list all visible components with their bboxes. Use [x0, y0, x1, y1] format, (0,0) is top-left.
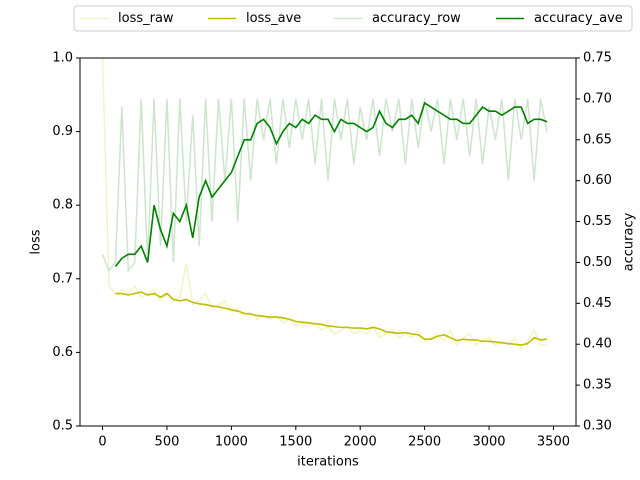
x-tick-label: 0: [98, 435, 106, 450]
x-tick-label: 1000: [215, 435, 248, 450]
y2-tick-label: 0.70: [583, 91, 612, 106]
y2-tick-label: 0.30: [583, 419, 612, 434]
x-tick-label: 2500: [408, 435, 441, 450]
y-tick-label: 0.9: [52, 124, 73, 139]
y2-tick-label: 0.40: [583, 337, 612, 352]
y-tick-label: 1.0: [52, 51, 73, 66]
y2-tick-label: 0.55: [583, 214, 612, 229]
y2-tick-label: 0.45: [583, 296, 612, 311]
x-tick-label: 3000: [472, 435, 505, 450]
series-line: [115, 291, 548, 346]
y-tick-label: 0.8: [52, 198, 73, 213]
y2-tick-label: 0.65: [583, 132, 612, 147]
legend-label: loss_ave: [246, 11, 301, 26]
y-tick-label: 0.7: [52, 271, 73, 286]
y-axis-label: loss: [29, 229, 44, 254]
legend-label: loss_raw: [118, 11, 174, 26]
y2-tick-label: 0.75: [583, 51, 612, 66]
series-line: [114, 101, 548, 268]
y-tick-label: 0.5: [52, 419, 73, 434]
legend-label: accuracy_ave: [534, 11, 623, 26]
y2-tick-label: 0.60: [583, 173, 612, 188]
x-tick-label: 2000: [344, 435, 377, 450]
x-tick-label: 1500: [279, 435, 312, 450]
y-tick-label: 0.6: [52, 345, 73, 360]
y2-tick-label: 0.50: [583, 255, 612, 270]
series-line: [101, 98, 548, 273]
plot-frame: [79, 57, 577, 427]
y2-tick-label: 0.35: [583, 378, 612, 393]
legend-label: accuracy_row: [372, 11, 461, 26]
x-tick-label: 500: [155, 435, 180, 450]
y2-axis-label: accuracy: [622, 212, 637, 271]
series-line: [101, 57, 548, 350]
x-axis-label: iterations: [297, 455, 359, 470]
x-tick-label: 3500: [537, 435, 570, 450]
